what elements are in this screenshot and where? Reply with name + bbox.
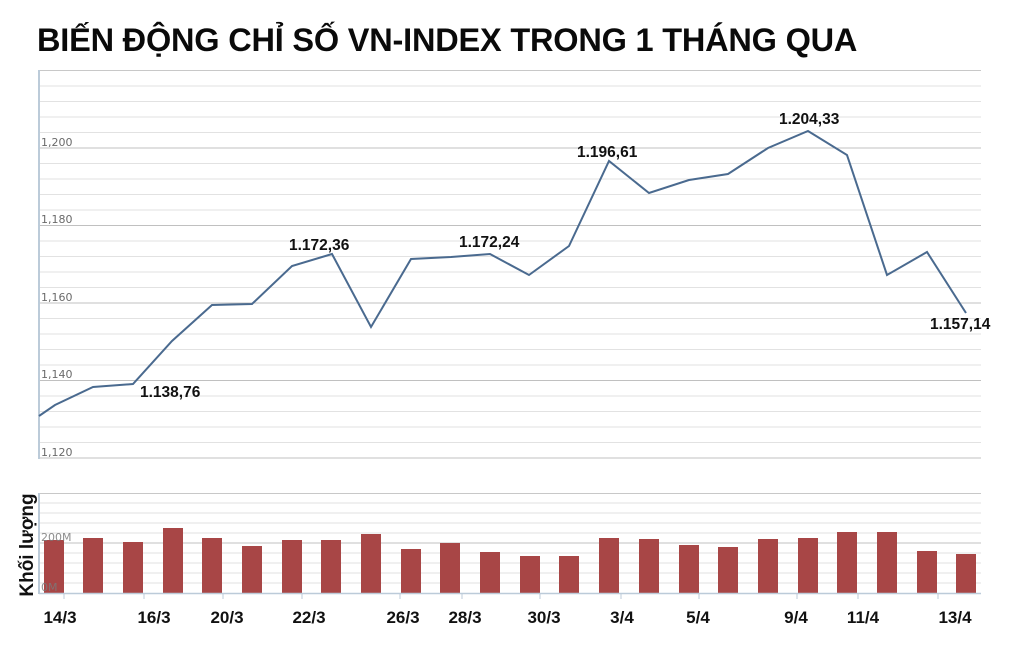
chart-title: BIẾN ĐỘNG CHỈ SỐ VN-INDEX TRONG 1 THÁNG … bbox=[37, 22, 858, 58]
x-label-13-4: 13/4 bbox=[938, 608, 972, 627]
x-label-26-3: 26/3 bbox=[386, 608, 420, 627]
x-label-14-3: 14/3 bbox=[43, 608, 77, 627]
x-label-30-3: 30/3 bbox=[527, 608, 561, 627]
y-tick-1200: 1,200 bbox=[41, 136, 73, 149]
volume-axis-title: Khối lượng bbox=[17, 493, 38, 596]
annotation-1196: 1.196,61 bbox=[577, 144, 638, 161]
y-tick-1160: 1,160 bbox=[41, 291, 73, 304]
y-tick-1180: 1,180 bbox=[41, 213, 73, 226]
x-label-11-4: 11/4 bbox=[846, 608, 880, 627]
volume-bars bbox=[44, 528, 976, 593]
x-label-9-4: 9/4 bbox=[784, 608, 808, 627]
x-label-3-4: 3/4 bbox=[610, 608, 634, 627]
annotation-1157: 1.157,14 bbox=[930, 316, 991, 333]
x-label-22-3: 22/3 bbox=[292, 608, 326, 627]
y-tick-1140: 1,140 bbox=[41, 368, 73, 381]
x-label-28-3: 28/3 bbox=[448, 608, 482, 627]
annotation-1204: 1.204,33 bbox=[779, 111, 840, 128]
y-tick-200m: 200M bbox=[41, 531, 72, 544]
y-tick-1120: 1,120 bbox=[41, 446, 73, 459]
price-gridlines bbox=[39, 70, 981, 459]
x-label-5-4: 5/4 bbox=[686, 608, 710, 627]
x-ticks bbox=[63, 594, 939, 599]
annotation-1172-36: 1.172,36 bbox=[289, 237, 350, 254]
y-tick-0m: 0M bbox=[41, 581, 58, 594]
x-label-16-3: 16/3 bbox=[137, 608, 171, 627]
annotation-1138: 1.138,76 bbox=[140, 384, 201, 401]
annotation-1172-24: 1.172,24 bbox=[459, 234, 520, 251]
volume-gridlines bbox=[39, 493, 981, 584]
vnindex-line bbox=[38, 129, 967, 417]
x-label-20-3: 20/3 bbox=[210, 608, 244, 627]
